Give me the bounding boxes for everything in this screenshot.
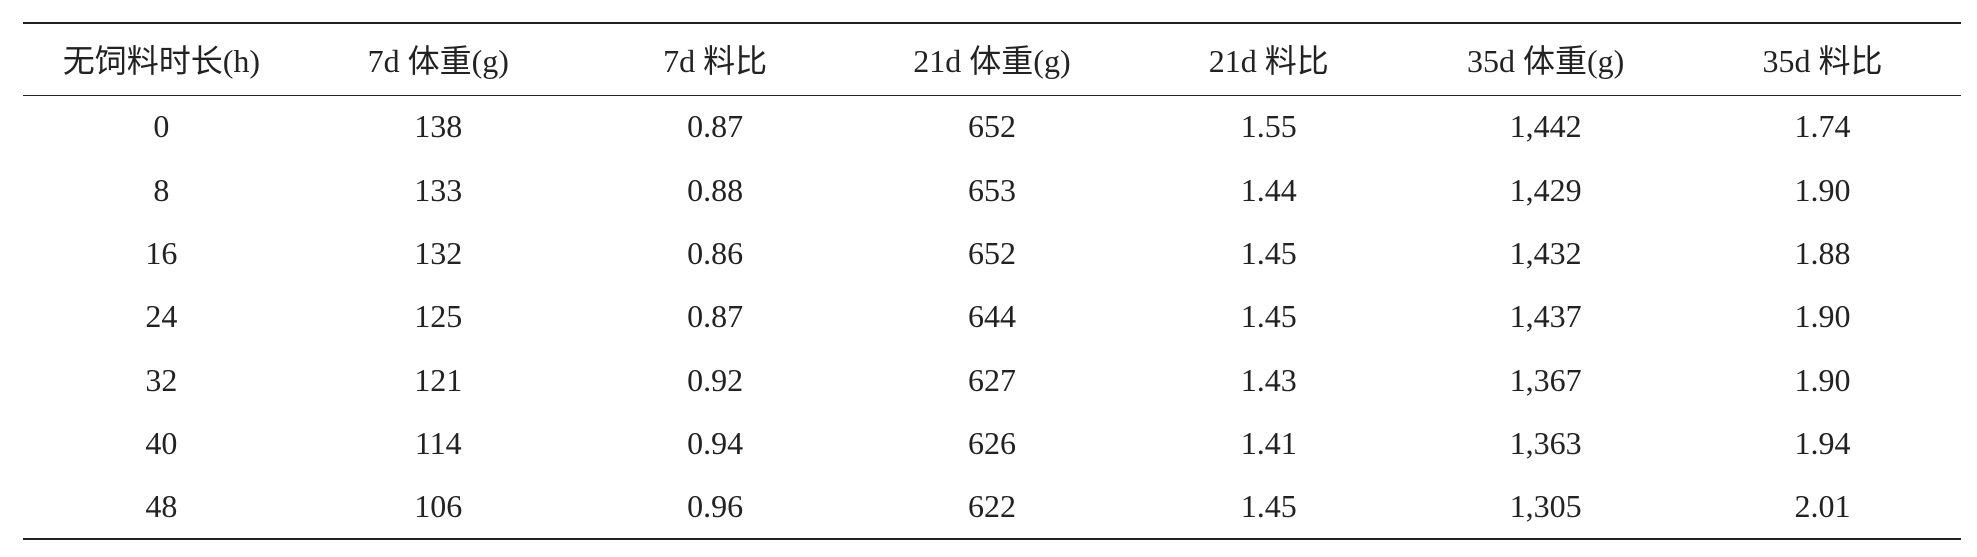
table-cell: 1.45: [1240, 234, 1297, 271]
header-cell: 无饲料时长(h): [62, 43, 261, 80]
table-cell: 1,442: [1509, 108, 1582, 145]
table-cell: 1.45: [1240, 488, 1297, 525]
table-cell: 1.94: [1794, 425, 1851, 462]
table-cell: 1.44: [1240, 171, 1297, 208]
table-cell: 48: [145, 488, 178, 525]
table-row: 40 114 0.94 626 1.41 1,363 1.94: [23, 412, 1961, 475]
table-cell: 138: [414, 108, 463, 145]
table-cell: 1.90: [1794, 361, 1851, 398]
header-row: 无饲料时长(h) 7d 体重(g) 7d 料比 21d 体重(g) 21d 料比 35d …: [23, 23, 1961, 95]
table-cell: 1.90: [1794, 171, 1851, 208]
table-cell: 1.43: [1240, 361, 1297, 398]
table-cell: 121: [414, 361, 463, 398]
table-cell: 24: [145, 298, 178, 335]
table-cell: 133: [414, 171, 463, 208]
table-cell: 32: [145, 361, 178, 398]
table-cell: 0.86: [687, 234, 744, 271]
table-cell: 125: [414, 298, 463, 335]
table-cell: 644: [967, 298, 1016, 335]
table-cell: 1.41: [1240, 425, 1297, 462]
table-body: 0 138 0.87 652 1.55 1,442 1.74 8 133 0.88 653 1.44 1…: [23, 95, 1961, 539]
table-cell: 1.88: [1794, 234, 1851, 271]
table-cell: 0.92: [687, 361, 744, 398]
table-row: 32 121 0.92 627 1.43 1,367 1.90: [23, 349, 1961, 412]
table-cell: 2.01: [1794, 488, 1851, 525]
table-row: 24 125 0.87 644 1.45 1,437 1.90: [23, 285, 1961, 348]
table-cell: 627: [967, 361, 1016, 398]
table-cell: 106: [414, 488, 463, 525]
table-cell: 622: [967, 488, 1016, 525]
table-cell: 1.45: [1240, 298, 1297, 335]
header-cell: 35d 料比: [1762, 43, 1883, 80]
table-cell: 1.90: [1794, 298, 1851, 335]
table-cell: 652: [967, 234, 1016, 271]
table-cell: 1,437: [1509, 298, 1582, 335]
table-cell: 1,432: [1509, 234, 1582, 271]
table-cell: 0.87: [687, 298, 744, 335]
table-cell: 1.74: [1794, 108, 1851, 145]
table-row: 16 132 0.86 652 1.45 1,432 1.88: [23, 222, 1961, 285]
table-cell: 1.55: [1240, 108, 1297, 145]
table-row: 48 106 0.96 622 1.45 1,305 2.01: [23, 475, 1961, 539]
table-cell: 0.96: [687, 488, 744, 525]
table-cell: 40: [145, 425, 178, 462]
table-cell: 1,367: [1509, 361, 1582, 398]
table-cell: 114: [414, 425, 462, 462]
header-cell: 21d 体重(g): [913, 43, 1071, 80]
table-cell: 0.88: [687, 171, 744, 208]
header-cell: 7d 料比: [663, 43, 768, 80]
table-cell: 16: [145, 234, 178, 271]
table-cell: 0.87: [687, 108, 744, 145]
data-table: 无饲料时长(h) 7d 体重(g) 7d 料比 21d 体重(g) 21d 料比 35d …: [23, 22, 1961, 540]
header-cell: 7d 体重(g): [367, 43, 509, 80]
header-cell: 21d 料比: [1208, 43, 1329, 80]
table-cell: 1,305: [1509, 488, 1582, 525]
table-cell: 1,429: [1509, 171, 1582, 208]
table-header: 无饲料时长(h) 7d 体重(g) 7d 料比 21d 体重(g) 21d 料比 35d …: [23, 23, 1961, 95]
table-cell: 0.94: [687, 425, 744, 462]
table-cell: 1,363: [1509, 425, 1582, 462]
table-cell: 652: [967, 108, 1016, 145]
table-cell: 8: [153, 171, 170, 208]
table-cell: 653: [967, 171, 1016, 208]
table-row: 0 138 0.87 652 1.55 1,442 1.74: [23, 95, 1961, 158]
table-cell: 132: [414, 234, 463, 271]
header-cell: 35d 体重(g): [1466, 43, 1625, 80]
table-cell: 626: [967, 425, 1016, 462]
table-row: 8 133 0.88 653 1.44 1,429 1.90: [23, 158, 1961, 221]
table-cell: 0: [153, 108, 170, 145]
